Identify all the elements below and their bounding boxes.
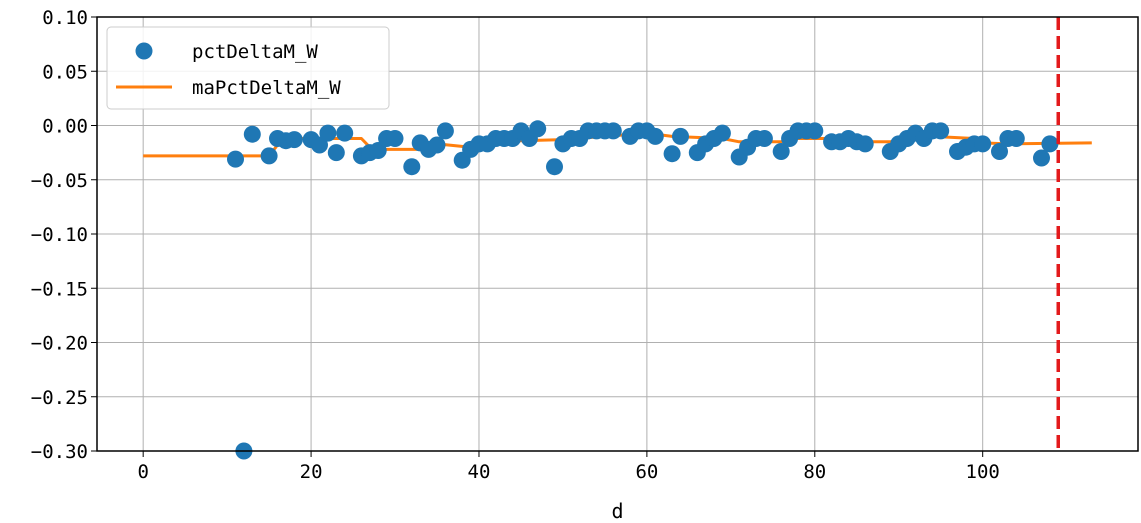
legend: pctDeltaM_W maPctDeltaM_W [106,26,390,110]
data-point [386,130,404,147]
data-point [772,143,790,160]
data-point [311,136,328,154]
data-point [663,145,681,163]
y-tick-label: 0.05 [42,61,88,83]
data-point [806,122,824,140]
data-point [546,158,563,176]
data-point [974,135,992,153]
data-point [672,127,689,145]
y-tick-label: −0.30 [31,441,88,463]
x-axis-label: d [611,499,623,523]
grid [97,16,1138,452]
data-point [319,124,337,142]
y-tick-label: 0.10 [42,7,88,29]
data-point [1041,135,1059,153]
y-tick-label: −0.20 [31,333,88,355]
data-point [529,120,547,138]
data-point [336,124,354,142]
x-tick-label: 20 [300,461,323,483]
data-point [713,124,731,142]
series-layer [143,120,1092,460]
data-point [932,122,950,140]
data-point [428,136,446,154]
data-point [327,144,345,162]
data-point [856,135,874,153]
y-tick-label: −0.05 [31,170,88,192]
data-point [991,143,1008,160]
data-point [646,127,664,145]
y-tick-label: 0.00 [42,116,88,138]
data-point [755,130,773,147]
x-tick-label: 100 [966,461,1000,483]
ticks: 0 20 40 60 80 100 0.10 0.05 0.00 −0.05 −0.10 −0.15 −… [31,7,1000,483]
data-point [227,150,244,168]
data-point [285,131,303,149]
legend-marker-scatter [135,42,153,60]
legend-box [106,26,390,110]
data-point [260,147,278,165]
x-tick-label: 80 [803,461,826,483]
y-tick-label: −0.10 [31,224,88,246]
x-tick-label: 0 [137,461,148,483]
data-point [604,122,622,140]
data-point [1033,149,1050,167]
legend-label-line: maPctDeltaM_W [192,77,341,99]
data-point [243,125,261,143]
x-tick-label: 60 [635,461,658,483]
data-point [403,158,421,176]
y-tick-label: −0.15 [31,278,88,300]
data-point [436,122,454,140]
data-point [1007,130,1025,147]
y-tick-label: −0.25 [31,387,88,409]
data-point [369,142,387,159]
x-tick-label: 40 [468,461,491,483]
legend-label-scatter: pctDeltaM_W [192,41,318,63]
